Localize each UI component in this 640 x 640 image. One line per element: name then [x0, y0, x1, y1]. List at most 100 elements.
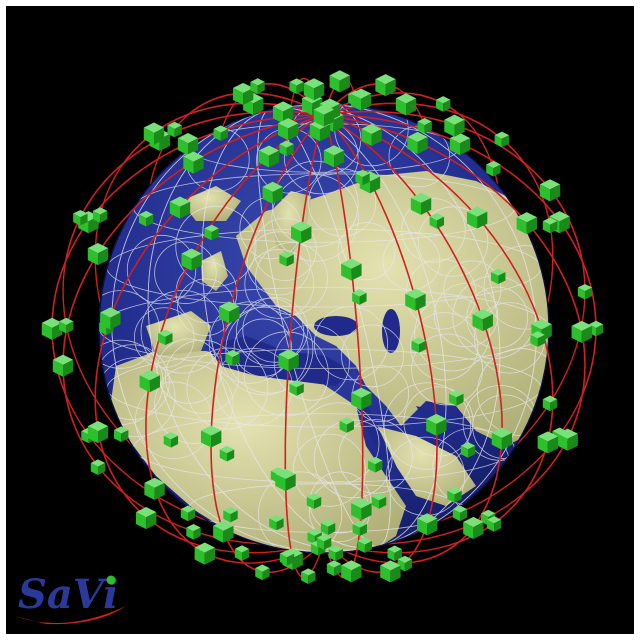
satellite: [186, 523, 201, 540]
satellite: [87, 243, 109, 266]
satellite: [167, 121, 182, 138]
satellite: [301, 568, 316, 584]
satellite: [577, 283, 593, 300]
satellite: [278, 349, 299, 372]
satellite: [486, 516, 502, 532]
satellite: [194, 542, 216, 565]
landmass-iberia: [146, 311, 211, 356]
satellite: [323, 145, 345, 168]
satellite: [452, 505, 468, 522]
logo-swoosh: [14, 606, 126, 625]
satellite: [113, 426, 129, 443]
satellite: [313, 104, 335, 127]
satellite: [272, 101, 294, 124]
satellite: [219, 445, 235, 462]
satellite: [410, 192, 432, 215]
satellite: [316, 534, 332, 550]
satellite: [183, 151, 204, 174]
satellite: [213, 520, 234, 543]
satellite: [90, 459, 106, 475]
satellite: [429, 213, 445, 229]
satellite: [486, 160, 501, 177]
satellite: [417, 117, 432, 134]
satellite: [341, 258, 362, 281]
satellite: [262, 181, 283, 204]
satellite: [303, 78, 325, 101]
satellite: [352, 520, 367, 537]
satellite: [357, 537, 373, 553]
satellite: [135, 507, 157, 530]
satellite: [200, 425, 222, 448]
satellite: [405, 288, 426, 311]
satellite: [350, 88, 372, 111]
satellite: [92, 207, 108, 223]
satellite: [143, 122, 165, 145]
satellite: [258, 145, 280, 168]
black-sea: [314, 316, 358, 336]
satellite: [289, 380, 304, 396]
satellite: [213, 125, 228, 141]
satellite: [329, 70, 350, 93]
satellite: [537, 431, 559, 454]
satellite: [368, 456, 383, 473]
satellite: [223, 506, 238, 523]
satellite: [571, 320, 592, 343]
satellite: [289, 78, 304, 95]
satellite: [181, 248, 202, 271]
satellite: [339, 417, 354, 433]
satellite: [542, 395, 558, 412]
satellite: [59, 317, 74, 334]
satellite: [232, 82, 254, 105]
satellite: [395, 93, 417, 116]
satellite: [269, 514, 284, 531]
logo-text: SaVi: [18, 571, 118, 618]
satellite: [255, 564, 270, 581]
satellite: [351, 387, 372, 410]
satellite: [328, 545, 344, 562]
satellite: [73, 209, 88, 226]
satellite: [219, 301, 240, 324]
satellite: [279, 550, 295, 566]
satellite: [341, 560, 362, 583]
satellite: [279, 140, 294, 157]
satellite: [435, 96, 451, 112]
satellite: [375, 74, 396, 97]
satellite: [530, 331, 545, 347]
landmass-eurasia: [236, 171, 549, 446]
satellite: [426, 413, 447, 436]
logo-dot: [106, 575, 116, 585]
satellite: [417, 513, 438, 536]
satellite: [291, 221, 312, 244]
satellite: [250, 78, 265, 94]
satellite: [320, 519, 336, 536]
satellite: [100, 307, 121, 330]
satellite: [361, 123, 382, 146]
satellite: [87, 421, 109, 444]
satellite: [542, 217, 558, 234]
satellite: [138, 210, 154, 227]
satellite: [234, 545, 250, 561]
satellite: [557, 428, 578, 451]
landmass-greenland: [181, 186, 241, 221]
satellite: [275, 468, 296, 491]
satellite: [225, 349, 240, 366]
satellite: [460, 442, 476, 458]
satellite: [306, 493, 322, 509]
satellite: [177, 133, 199, 156]
satellite: [163, 432, 179, 448]
satellite: [352, 289, 367, 305]
satellite: [516, 212, 538, 235]
satellite: [326, 560, 342, 576]
satellite: [449, 390, 464, 406]
satellite: [351, 498, 372, 521]
satellite: [144, 477, 165, 500]
satellite: [491, 268, 506, 285]
red-sea: [356, 406, 401, 481]
satellite: [494, 131, 510, 148]
satellite: [279, 250, 294, 267]
satellite: [371, 493, 387, 509]
landmass-british-isles: [201, 251, 228, 291]
satellite: [466, 206, 488, 229]
satellite: [407, 131, 428, 154]
landmass-scandinavia: [271, 191, 311, 256]
